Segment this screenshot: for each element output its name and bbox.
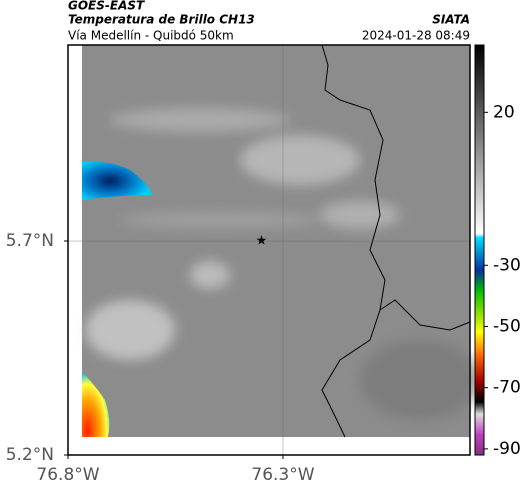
colorbar-tick-label: -70 [493,378,521,398]
agency: SIATA [432,13,470,27]
map-frame [67,44,471,456]
colorbar-tick-label: -90 [493,439,521,459]
route: Vía Medellín - Quibdó 50km [68,29,234,43]
colorbar-tick-label: -30 [493,255,521,275]
source: GOES-EAST [68,0,145,13]
y-tick-label: 5.2°N [6,445,54,465]
location-marker: ★ [256,234,268,249]
x-tick-label: 76.3°W [251,465,314,485]
x-tick-label: 76.8°W [36,465,99,485]
colorbar [474,44,485,456]
y-tick-label: 5.7°N [6,231,54,251]
product: Temperatura de Brillo CH13 [68,13,255,27]
colorbar-tick-label: -50 [493,316,521,336]
timestamp: 2024-01-28 08:49 [362,29,470,43]
colorbar-tick-label: 20 [493,102,515,122]
